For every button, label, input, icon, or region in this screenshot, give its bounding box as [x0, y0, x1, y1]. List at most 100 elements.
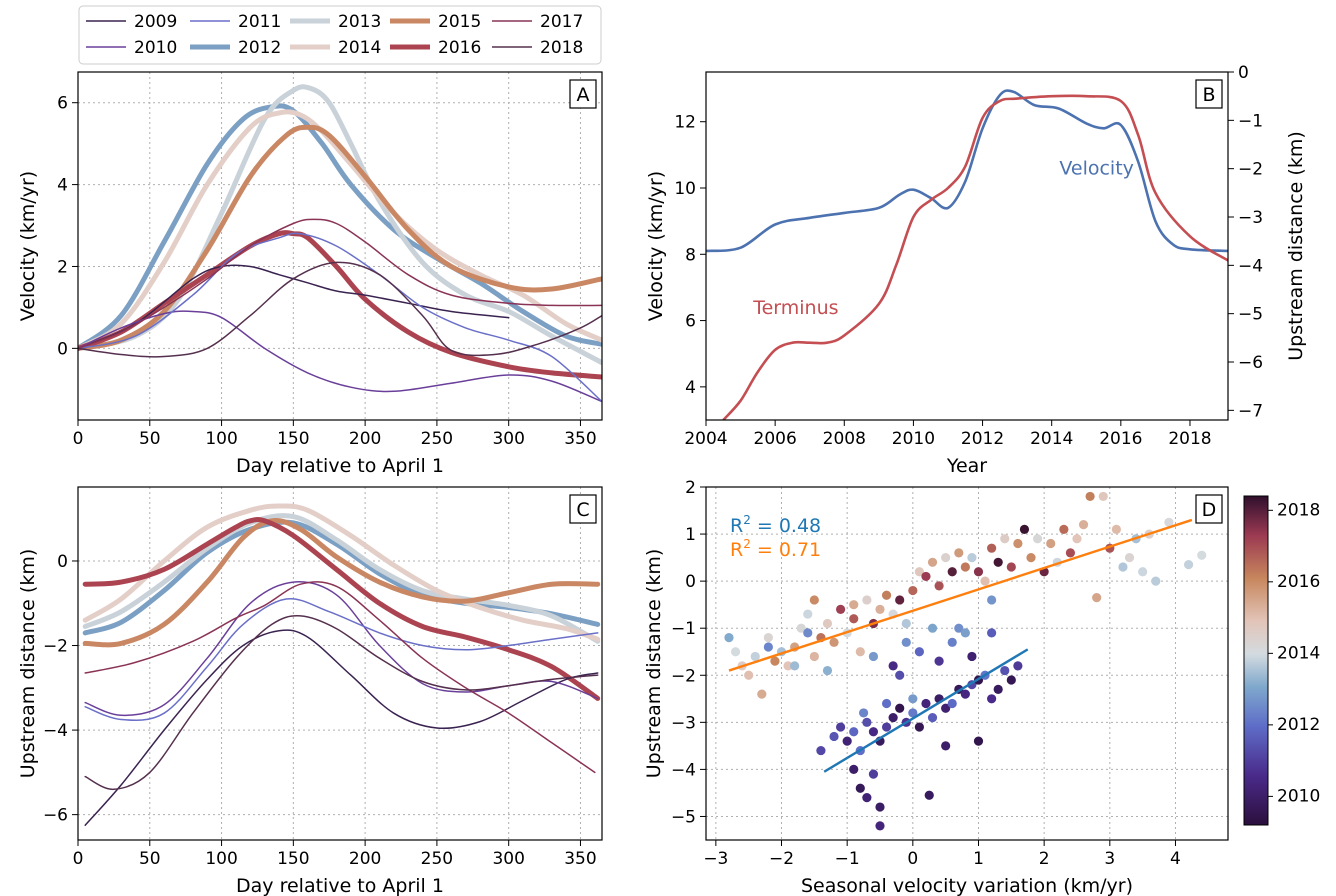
scatter-point: [967, 651, 977, 662]
scatter-point: [1184, 560, 1194, 570]
scatter-point: [875, 802, 885, 812]
scatter-point: [914, 722, 924, 732]
y2-tick-label: −1: [1238, 111, 1263, 131]
legend: 2009 2010 2011 2012 2013 2014 2015 2016 2017 2018: [78, 5, 602, 65]
scatter-point: [921, 698, 931, 709]
y2-tick-label: −3: [1238, 208, 1263, 228]
scatter-point: [908, 694, 918, 704]
scatter-point: [1006, 675, 1016, 685]
y-tick-label: −2: [671, 666, 696, 686]
series-group: [706, 89, 1228, 420]
y-axis-label: Velocity (km/yr): [645, 171, 667, 321]
plot-frame: [77, 486, 603, 841]
y-axis-label: Upstream distance (km): [643, 549, 665, 778]
r2-symbol: R: [730, 515, 743, 537]
series-group: [82, 503, 601, 826]
panel-label: D: [1202, 499, 1217, 521]
x-tick-label: 0: [73, 849, 84, 869]
series-line-2018: [84, 615, 599, 791]
scatter-point: [1032, 534, 1043, 544]
scatter-point: [849, 764, 859, 775]
y-tick-label: 0: [57, 552, 68, 572]
y-tick-label: −1: [671, 619, 696, 639]
colorbar-tick-label: 2012: [1277, 715, 1320, 735]
y-tick-label: 6: [685, 312, 696, 332]
y2-tick-label: −2: [1238, 160, 1263, 180]
scatter-point: [1000, 665, 1010, 676]
scatter-point: [822, 665, 833, 676]
y-tick-label: 12: [674, 113, 696, 133]
legend-label-2009: 2009: [134, 12, 177, 32]
series-line-2016: [82, 516, 601, 701]
x-tick-label: 200: [349, 429, 381, 449]
legend-label-2015: 2015: [438, 12, 481, 32]
scatter-point: [862, 793, 872, 803]
scatter-point: [730, 647, 741, 657]
scatter-point: [888, 713, 898, 723]
legend-label-2012: 2012: [238, 38, 281, 58]
x-tick-label: 300: [492, 849, 524, 869]
x-axis-label: Day relative to April 1: [236, 875, 444, 896]
scatter-point: [750, 651, 760, 662]
x-tick-label: 2016: [1099, 429, 1142, 449]
x-axis-label: Day relative to April 1: [236, 455, 444, 477]
scatter-point: [960, 628, 970, 638]
panel-a: 0 50 100 150 200 250 300 350 0 2 4 6 Day relative to…: [17, 71, 603, 477]
series-line-2011: [78, 232, 602, 403]
colorbar: [1243, 495, 1269, 826]
scatter-point: [967, 553, 977, 563]
scatter-point: [1151, 576, 1161, 586]
scatter-point: [973, 736, 984, 746]
scatter-point: [724, 633, 734, 643]
scatter-point: [822, 618, 833, 629]
annotation-terminus: Terminus: [752, 297, 838, 319]
x-tick-label: 350: [564, 849, 596, 869]
y2-tick-label: −6: [1238, 353, 1263, 373]
y2-tick-label: 0: [1238, 63, 1249, 83]
r2-exponent: 2: [743, 537, 751, 551]
scatter-point: [927, 623, 938, 633]
scatter-point: [1065, 548, 1076, 558]
series-line-2017: [78, 218, 602, 350]
scatter-point: [914, 647, 924, 657]
scatter-point: [921, 571, 931, 582]
scatter-point: [849, 727, 859, 737]
legend-label-2014: 2014: [338, 38, 381, 58]
series-line-2009: [84, 629, 599, 826]
scatter-point: [1019, 524, 1030, 534]
x-tick-label: −2: [769, 849, 794, 869]
y2-tick-label: −7: [1238, 401, 1263, 421]
x-tick-label: 100: [205, 429, 237, 449]
plot-frame: [705, 486, 1229, 841]
series-group: [78, 84, 602, 403]
series-line-2018: [78, 261, 602, 358]
x-tick-label: 2006: [754, 429, 797, 449]
series-line-2010: [78, 310, 602, 403]
scatter-point: [875, 604, 885, 614]
plot-frame: [77, 71, 603, 421]
scatter-point: [1059, 524, 1069, 534]
r2-value: = 0.48: [751, 515, 821, 537]
y-axis-label: Velocity (km/yr): [17, 171, 39, 321]
y-tick-label: 4: [685, 378, 696, 398]
y-tick-label: −3: [671, 713, 696, 733]
scatter-point: [947, 637, 957, 647]
x-tick-label: 2: [1039, 849, 1050, 869]
scatter-point: [895, 703, 905, 713]
scatter-point: [829, 637, 839, 647]
panel-label-box: [1195, 79, 1223, 109]
y-tick-label: −6: [43, 806, 68, 826]
x-axis-label: Seasonal velocity variation (km/yr): [801, 875, 1133, 896]
scatter-point: [901, 637, 911, 647]
x-tick-label: 150: [277, 849, 309, 869]
x-tick-label: 250: [421, 429, 453, 449]
scatter-point: [934, 581, 944, 591]
series-line-velocity: [706, 89, 1228, 253]
x-tick-label: 50: [139, 429, 161, 449]
scatter-point: [763, 642, 773, 652]
r2-value: = 0.71: [751, 539, 821, 561]
x-tick-label: 2018: [1168, 429, 1211, 449]
scatter-point: [987, 694, 997, 704]
y-tick-label: 0: [57, 339, 68, 359]
x-tick-label: 0: [907, 849, 918, 869]
